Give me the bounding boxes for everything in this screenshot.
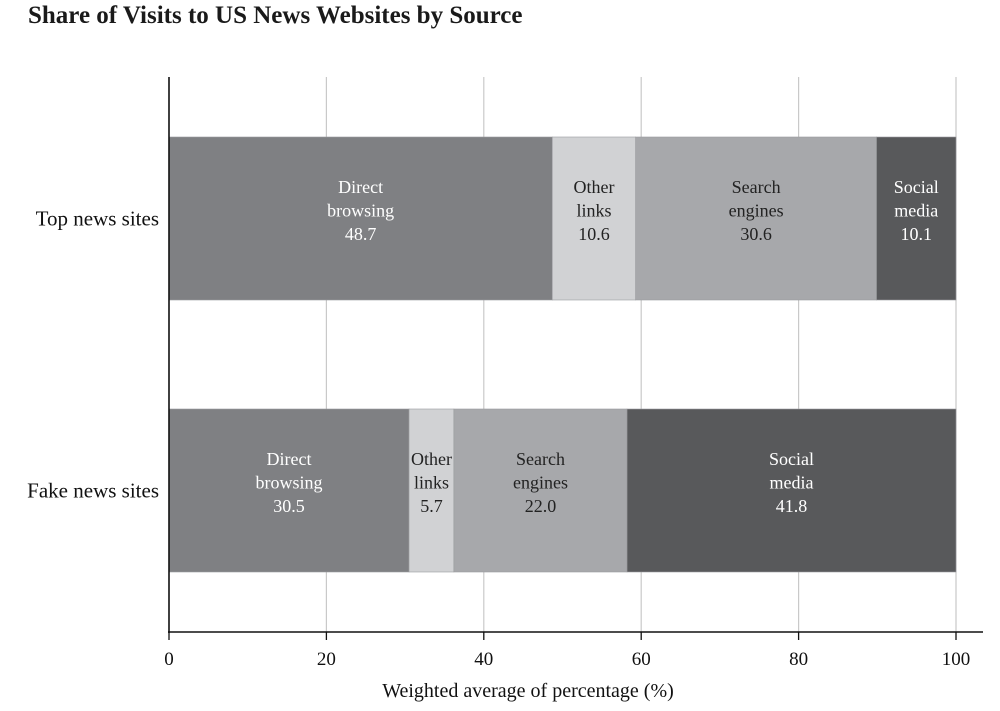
category-label: Top news sites [36,207,159,231]
x-tick-label: 100 [942,649,971,670]
segment-label: Search engines 22.0 [513,449,568,516]
x-axis-title: Weighted average of percentage (%) [382,680,674,702]
x-tick-label: 40 [474,649,493,670]
segment-label: Direct browsing 30.5 [256,449,323,516]
segment-label: Other links 5.7 [411,449,452,516]
x-tick-label: 80 [789,649,808,670]
bar-segment [453,408,628,573]
x-tick-label: 0 [164,649,174,670]
bar-segment [876,136,957,301]
chart-title: Share of Visits to US News Websites by S… [28,2,523,29]
segment-label: Social media 10.1 [894,177,939,244]
bar-segment [168,408,410,573]
segment-label: Other links 10.6 [573,177,614,244]
bar-segment [408,408,455,573]
x-tick-label: 60 [632,649,651,670]
bar-segment [626,408,957,573]
segment-label: Social media 41.8 [769,449,814,516]
category-label: Fake news sites [27,479,159,503]
segment-label: Direct browsing 48.7 [327,177,394,244]
x-tick-label: 20 [317,649,336,670]
segment-label: Search engines 30.6 [729,177,784,244]
bar-segment [635,136,877,301]
bar-segment [551,136,636,301]
